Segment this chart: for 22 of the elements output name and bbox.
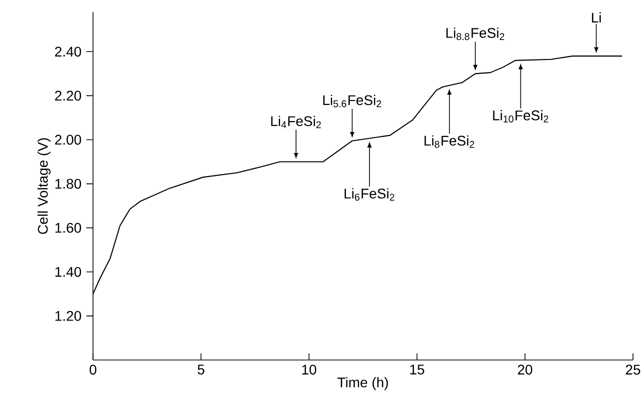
y-tick-label: 1.80	[55, 178, 82, 189]
x-tick-label: 5	[198, 364, 204, 374]
x-tick-label: 15	[410, 364, 424, 374]
y-tick-label: 2.40	[55, 46, 82, 57]
y-axis-title: Cell Voltage (V)	[38, 138, 51, 234]
y-tick-label: 2.20	[55, 90, 82, 101]
x-tick-label: 0	[90, 364, 96, 375]
x-tick-label: 20	[518, 364, 532, 375]
y-tick-label: 1.40	[55, 266, 82, 277]
x-tick-label: 10	[302, 364, 316, 375]
annotation: Li$_{5.6}$FeSi$_{2}$	[323, 94, 382, 108]
y-tick-label: 2.00	[55, 134, 82, 145]
annotation: Li$_{4}$FeSi$_{2}$	[271, 116, 321, 128]
annotation: Li$_{6}$FeSi$_{2}$	[344, 188, 394, 201]
annotation: Li$_{8.8}$FeSi$_{2}$	[446, 28, 504, 40]
x-tick-label: 25	[626, 364, 640, 375]
annotation: Li$_{10}$FeSi$_{2}$	[493, 110, 548, 122]
x-axis-title: Time (h)	[338, 377, 388, 390]
y-tick-label: 1.20	[55, 310, 82, 321]
annotation: Li	[592, 12, 601, 22]
y-tick-label: 1.60	[55, 222, 82, 233]
annotation: Li$_{8}$FeSi$_{2}$	[424, 135, 474, 148]
